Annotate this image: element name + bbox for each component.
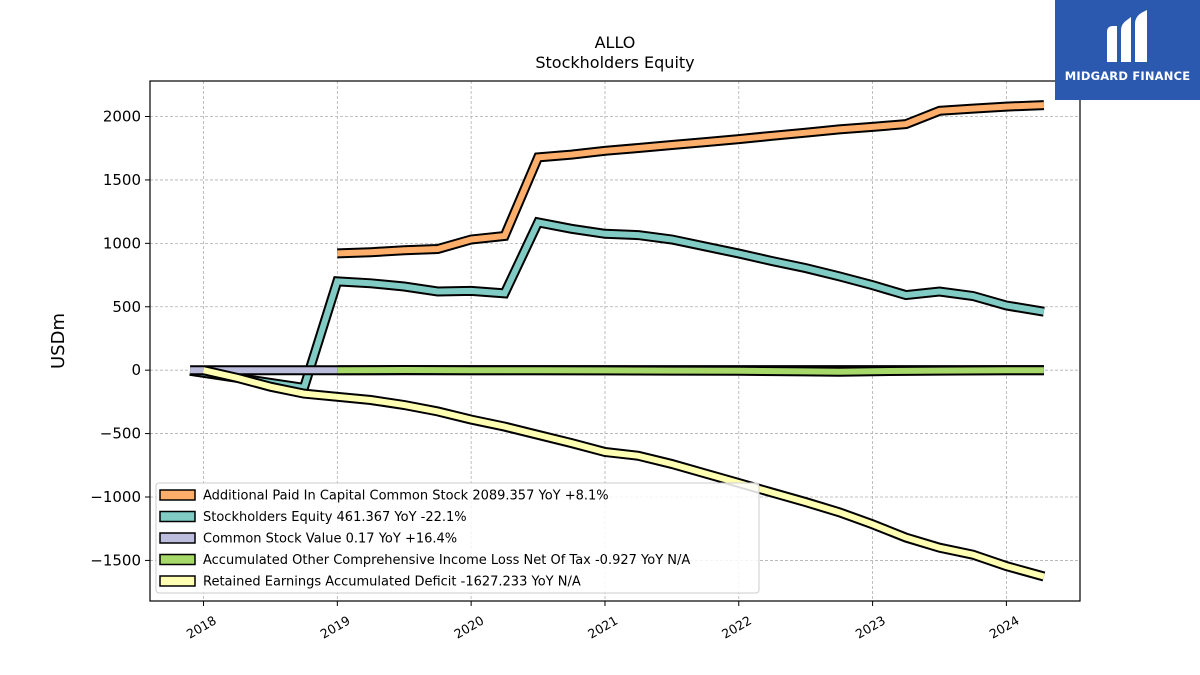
x-tick-label: 2021 [585, 613, 620, 642]
legend-entry: Additional Paid In Capital Common Stock … [203, 489, 609, 504]
x-tick-label: 2019 [318, 613, 353, 642]
y-tick-label: 500 [112, 298, 141, 316]
series-lines [189, 100, 1046, 582]
series-line-4 [202, 365, 1046, 582]
midgard-finance-logo: MIDGARD FINANCE [1055, 0, 1200, 100]
series-line-1 [189, 216, 1045, 394]
y-tick-label: −1000 [90, 488, 141, 506]
y-tick-label: −500 [100, 425, 141, 443]
legend-swatch [159, 553, 196, 566]
legend-swatch [159, 489, 196, 501]
chart-title: ALLO [595, 33, 636, 52]
series-core [337, 102, 1045, 257]
chart-subtitle: Stockholders Equity [535, 53, 694, 72]
y-tick-label: 0 [131, 361, 141, 379]
legend-swatch [159, 510, 196, 523]
legend-entry: Common Stock Value 0.17 YoY +16.4% [203, 532, 457, 547]
y-tick-label: −1500 [90, 551, 141, 569]
x-tick-label: 2018 [184, 613, 219, 642]
series-outline [337, 100, 1045, 259]
legend-frame [155, 482, 760, 594]
series-core [202, 367, 1045, 580]
x-tick-label: 2023 [853, 613, 888, 642]
legend-entry: Accumulated Other Comprehensive Income L… [203, 553, 690, 568]
x-tick-label: 2024 [987, 613, 1022, 642]
series-core [189, 219, 1045, 392]
legend-swatch [159, 575, 196, 587]
y-tick-label: 1500 [103, 171, 141, 189]
series-outline [189, 216, 1045, 394]
series-line-3 [337, 364, 1044, 377]
plot-frame [149, 80, 1081, 602]
logo-text: MIDGARD FINANCE [1064, 69, 1191, 83]
legend-entry: Retained Earnings Accumulated Deficit -1… [203, 575, 581, 590]
y-tick-label: 1000 [103, 234, 141, 252]
legend-swatch [159, 532, 196, 544]
legend-entry: Stockholders Equity 461.367 YoY -22.1% [203, 510, 467, 525]
x-tick-label: 2022 [719, 613, 754, 642]
x-tick-label: 2020 [451, 613, 486, 642]
logo-mark-icon [1107, 10, 1147, 62]
y-axis-label: USDm [48, 313, 69, 369]
legend: Additional Paid In Capital Common Stock … [155, 482, 760, 594]
y-tick-label: 2000 [103, 108, 141, 126]
series-core [337, 366, 1044, 375]
series-line-0 [337, 100, 1045, 259]
